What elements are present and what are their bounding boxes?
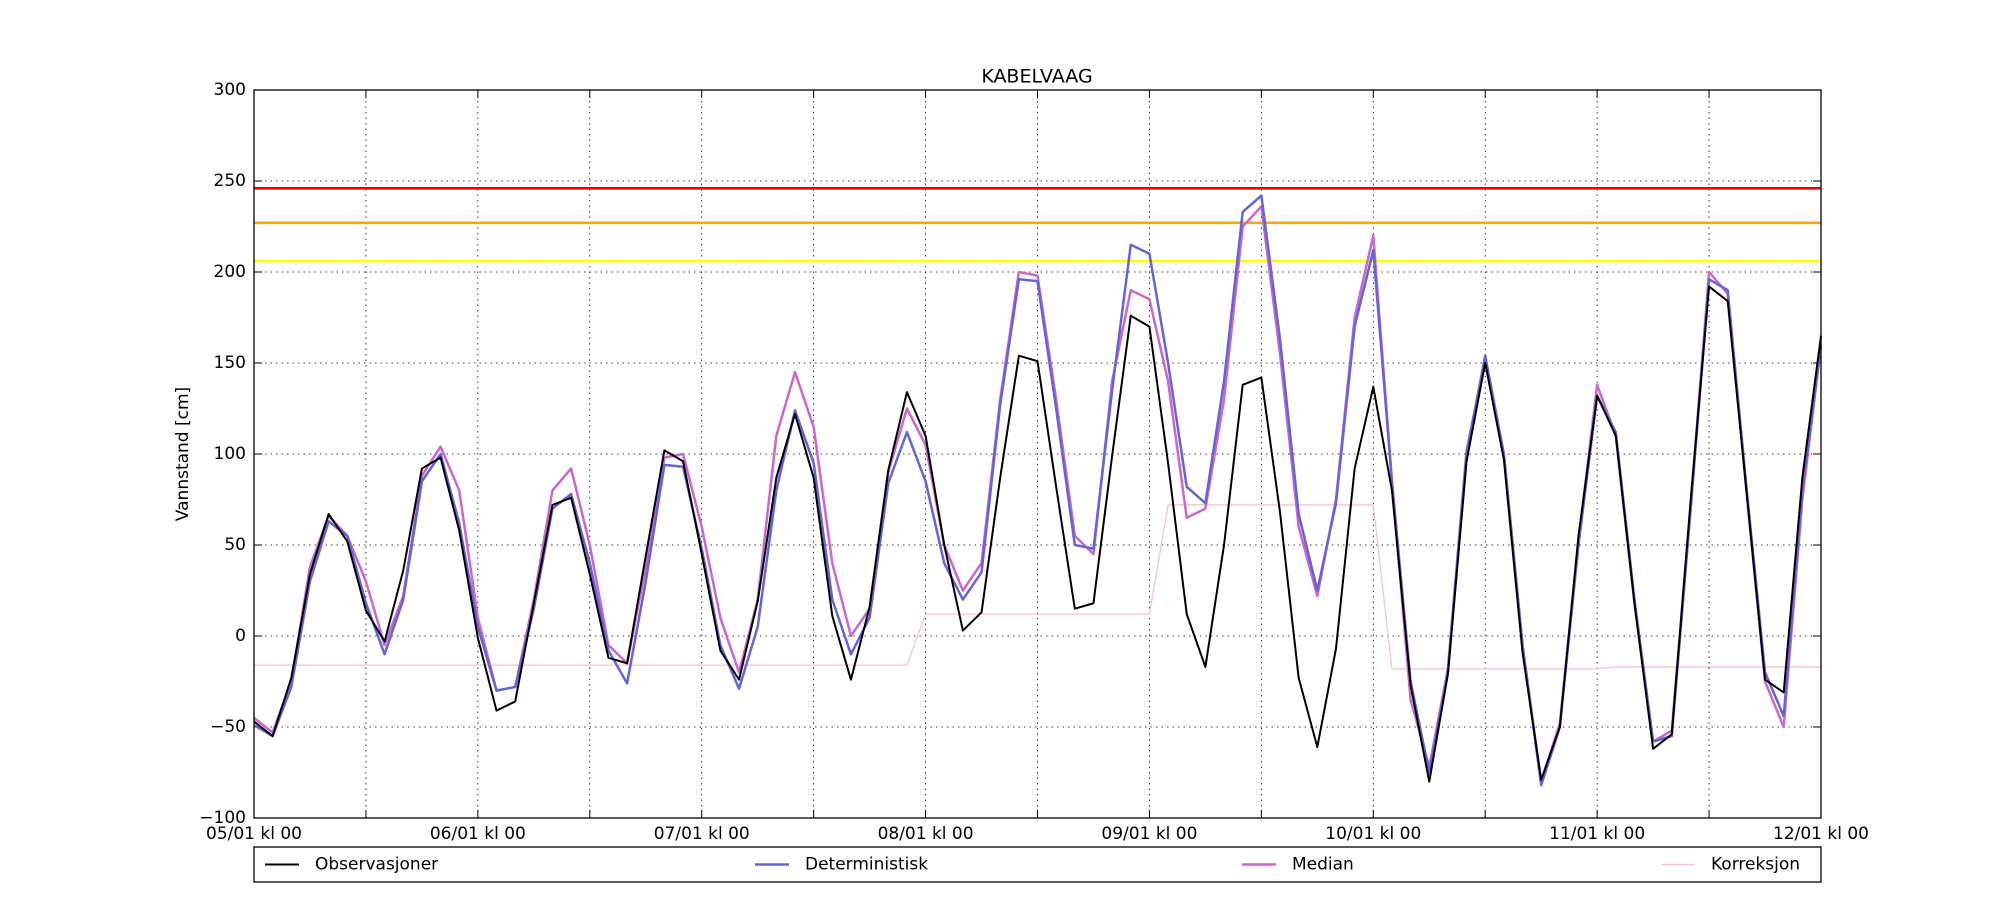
plot-frame bbox=[253, 89, 1822, 819]
x-tick-label: 08/01 kl 00 bbox=[878, 824, 974, 844]
y-tick-label: −50 bbox=[210, 717, 246, 737]
x-tick-label: 10/01 kl 00 bbox=[1325, 824, 1421, 844]
x-tick-label: 12/01 kl 00 bbox=[1773, 824, 1869, 844]
legend-label: Korreksjon bbox=[1711, 855, 1800, 875]
series-line bbox=[254, 504, 1821, 670]
legend-label: Median bbox=[1292, 855, 1354, 875]
y-tick-label: 150 bbox=[214, 353, 246, 373]
series-line bbox=[253, 285, 1822, 783]
y-tick-label: −100 bbox=[199, 808, 246, 828]
y-tick-label: 100 bbox=[214, 444, 246, 464]
y-tick-label: 0 bbox=[235, 626, 246, 646]
chart-title: KABELVAAG bbox=[981, 66, 1092, 88]
y-tick-label: 50 bbox=[224, 535, 246, 555]
legend-label: Deterministisk bbox=[805, 855, 928, 875]
series-line bbox=[253, 194, 1823, 787]
x-tick-label: 05/01 kl 00 bbox=[206, 824, 302, 844]
legend-box bbox=[253, 846, 1822, 883]
y-tick-label: 300 bbox=[214, 80, 246, 100]
legend-label: Observasjoner bbox=[315, 855, 438, 875]
x-tick-label: 07/01 kl 00 bbox=[654, 824, 750, 844]
x-tick-label: 06/01 kl 00 bbox=[430, 824, 526, 844]
y-axis-label: Vannstand [cm] bbox=[173, 387, 193, 521]
y-tick-label: 200 bbox=[214, 262, 246, 282]
x-tick-label: 09/01 kl 00 bbox=[1101, 824, 1197, 844]
x-tick-label: 11/01 kl 00 bbox=[1549, 824, 1645, 844]
y-tick-label: 250 bbox=[214, 171, 246, 191]
